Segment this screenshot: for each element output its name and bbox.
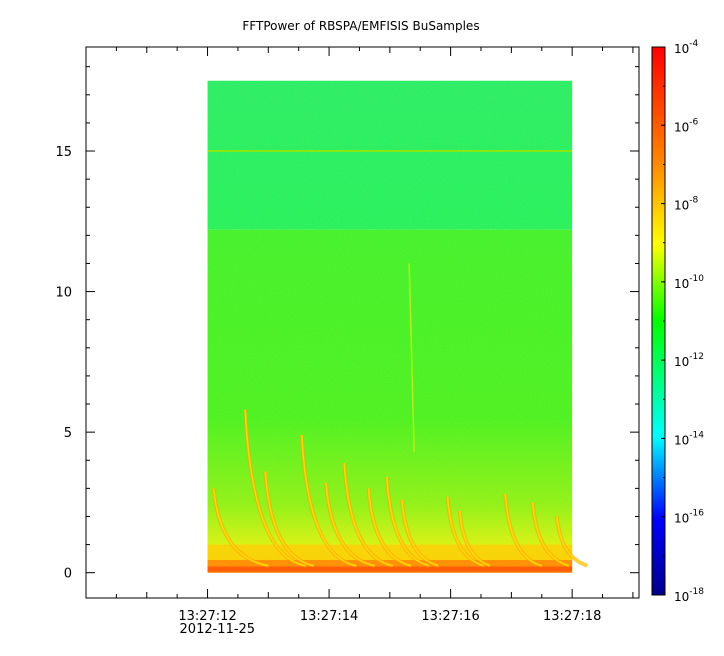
colorbar-tick-label: 10-8 [674,196,699,213]
y-tick-label: 0 [64,567,72,582]
x-tick-label: 13:27:14 [300,609,358,624]
x-tick-label: 13:27:16 [421,609,479,624]
colorbar-tick-label: 10-4 [674,39,699,56]
y-tick-label: 5 [64,426,72,441]
x-tick-label: 13:27:12 [178,609,236,624]
colorbar-tick-label: 10-14 [674,430,704,447]
colorbar-tick-label: 10-6 [674,117,699,134]
spectrogram-image [207,80,589,573]
colorbar-ticks: 10-4 10-6 10-8 10-10 10-12 10-14 10-16 10-18 [661,39,704,604]
y-tick-label: 10 [55,286,72,301]
chart-title: FFTPower of RBSPA/EMFISIS BuSamples [242,19,479,33]
x-tick-label: 13:27:18 [543,609,601,624]
colorbar-tick-label: 10-16 [674,509,704,526]
y-tick-label: 15 [55,145,72,160]
colorbar-tick-label: 10-18 [674,587,704,604]
colorbar-tick-label: 10-12 [674,352,704,369]
x-tick-date: 2012-11-25 [180,622,256,637]
colorbar-tick-label: 10-10 [674,274,704,291]
texture [207,80,573,573]
